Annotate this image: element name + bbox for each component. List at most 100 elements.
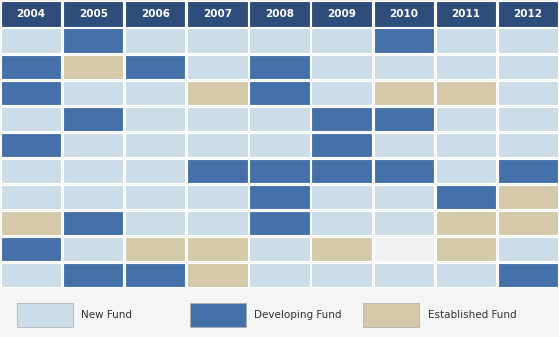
- Bar: [125, 133, 186, 157]
- Bar: [1, 263, 61, 287]
- Bar: [1, 29, 61, 53]
- Bar: [249, 81, 310, 105]
- Bar: [187, 159, 248, 183]
- Bar: [311, 237, 372, 261]
- Bar: [373, 55, 434, 79]
- Bar: [498, 1, 558, 27]
- Bar: [498, 29, 558, 53]
- Text: 2009: 2009: [327, 9, 356, 19]
- Bar: [187, 106, 248, 131]
- Bar: [311, 159, 372, 183]
- Bar: [435, 1, 496, 27]
- Bar: [187, 211, 248, 235]
- Bar: [498, 55, 558, 79]
- Text: 2004: 2004: [17, 9, 46, 19]
- Bar: [373, 29, 434, 53]
- Bar: [1, 55, 61, 79]
- Bar: [435, 29, 496, 53]
- Text: 2005: 2005: [79, 9, 108, 19]
- Bar: [373, 81, 434, 105]
- Bar: [311, 263, 372, 287]
- Bar: [311, 1, 372, 27]
- Bar: [311, 29, 372, 53]
- Bar: [311, 211, 372, 235]
- Bar: [373, 133, 434, 157]
- Bar: [435, 55, 496, 79]
- Text: 2012: 2012: [514, 9, 542, 19]
- Bar: [63, 29, 124, 53]
- Bar: [125, 81, 186, 105]
- Bar: [63, 133, 124, 157]
- Bar: [249, 106, 310, 131]
- Bar: [125, 159, 186, 183]
- Bar: [63, 159, 124, 183]
- Bar: [1, 106, 61, 131]
- Text: Established Fund: Established Fund: [428, 310, 517, 320]
- Bar: [435, 211, 496, 235]
- Bar: [1, 1, 61, 27]
- Text: Developing Fund: Developing Fund: [254, 310, 342, 320]
- Bar: [63, 263, 124, 287]
- Bar: [1, 185, 61, 209]
- Bar: [125, 1, 186, 27]
- Bar: [63, 185, 124, 209]
- Bar: [1, 81, 61, 105]
- Bar: [63, 81, 124, 105]
- Bar: [63, 211, 124, 235]
- Bar: [498, 159, 558, 183]
- Text: 2007: 2007: [203, 9, 232, 19]
- Bar: [1, 159, 61, 183]
- Bar: [249, 133, 310, 157]
- Bar: [363, 303, 419, 327]
- Bar: [249, 1, 310, 27]
- Bar: [498, 133, 558, 157]
- Bar: [187, 263, 248, 287]
- Bar: [435, 81, 496, 105]
- Bar: [125, 237, 186, 261]
- Bar: [63, 1, 124, 27]
- Bar: [435, 159, 496, 183]
- Bar: [311, 81, 372, 105]
- Text: 2011: 2011: [451, 9, 480, 19]
- Bar: [187, 81, 248, 105]
- Bar: [1, 237, 61, 261]
- Bar: [435, 237, 496, 261]
- Bar: [435, 133, 496, 157]
- Bar: [63, 55, 124, 79]
- Bar: [125, 29, 186, 53]
- Bar: [1, 133, 61, 157]
- Bar: [373, 263, 434, 287]
- Bar: [187, 237, 248, 261]
- Bar: [498, 263, 558, 287]
- Text: 2010: 2010: [389, 9, 418, 19]
- Bar: [63, 237, 124, 261]
- Bar: [311, 185, 372, 209]
- Bar: [249, 211, 310, 235]
- Bar: [125, 55, 186, 79]
- Bar: [435, 185, 496, 209]
- Text: 2008: 2008: [265, 9, 294, 19]
- Bar: [498, 185, 558, 209]
- Bar: [125, 211, 186, 235]
- Bar: [249, 263, 310, 287]
- Bar: [498, 81, 558, 105]
- Bar: [249, 237, 310, 261]
- Text: 2006: 2006: [141, 9, 170, 19]
- Bar: [311, 55, 372, 79]
- Bar: [249, 55, 310, 79]
- Bar: [373, 185, 434, 209]
- Bar: [249, 29, 310, 53]
- Bar: [373, 1, 434, 27]
- Bar: [187, 185, 248, 209]
- Bar: [249, 185, 310, 209]
- Bar: [373, 211, 434, 235]
- Bar: [311, 106, 372, 131]
- Bar: [498, 106, 558, 131]
- Bar: [125, 263, 186, 287]
- Bar: [17, 303, 73, 327]
- Bar: [435, 263, 496, 287]
- Bar: [190, 303, 246, 327]
- Bar: [187, 29, 248, 53]
- Bar: [373, 106, 434, 131]
- Bar: [435, 106, 496, 131]
